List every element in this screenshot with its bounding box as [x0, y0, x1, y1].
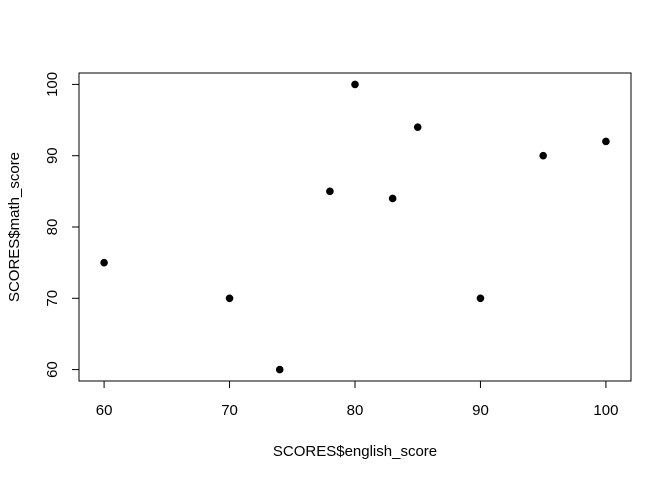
x-axis-label: SCORES$english_score [273, 443, 437, 460]
x-tick-label: 80 [347, 402, 364, 419]
plot-frame [78, 72, 632, 382]
data-point [326, 187, 334, 196]
y-tick-label: 100 [44, 72, 61, 97]
data-points [100, 80, 610, 374]
y-tick-label: 90 [44, 147, 61, 164]
x-tick-label: 70 [221, 402, 238, 419]
data-point [225, 294, 234, 303]
x-tick-label: 90 [472, 402, 489, 419]
x-axis: 60 70 80 90 100 [96, 380, 618, 419]
x-tick-label: 100 [593, 402, 618, 419]
y-tick-label: 80 [44, 219, 61, 236]
y-axis-label: SCORES$math_score [6, 152, 23, 302]
data-point [100, 258, 108, 267]
data-point [275, 365, 284, 374]
data-point [388, 194, 397, 203]
data-point [413, 123, 422, 131]
y-axis: 60 70 80 90 100 [44, 72, 80, 378]
x-tick-label: 60 [96, 402, 113, 419]
data-point [539, 151, 547, 160]
y-tick-label: 60 [44, 361, 61, 378]
data-point [476, 294, 485, 303]
data-point [602, 137, 610, 146]
y-tick-label: 70 [44, 290, 61, 307]
data-point [351, 80, 359, 89]
